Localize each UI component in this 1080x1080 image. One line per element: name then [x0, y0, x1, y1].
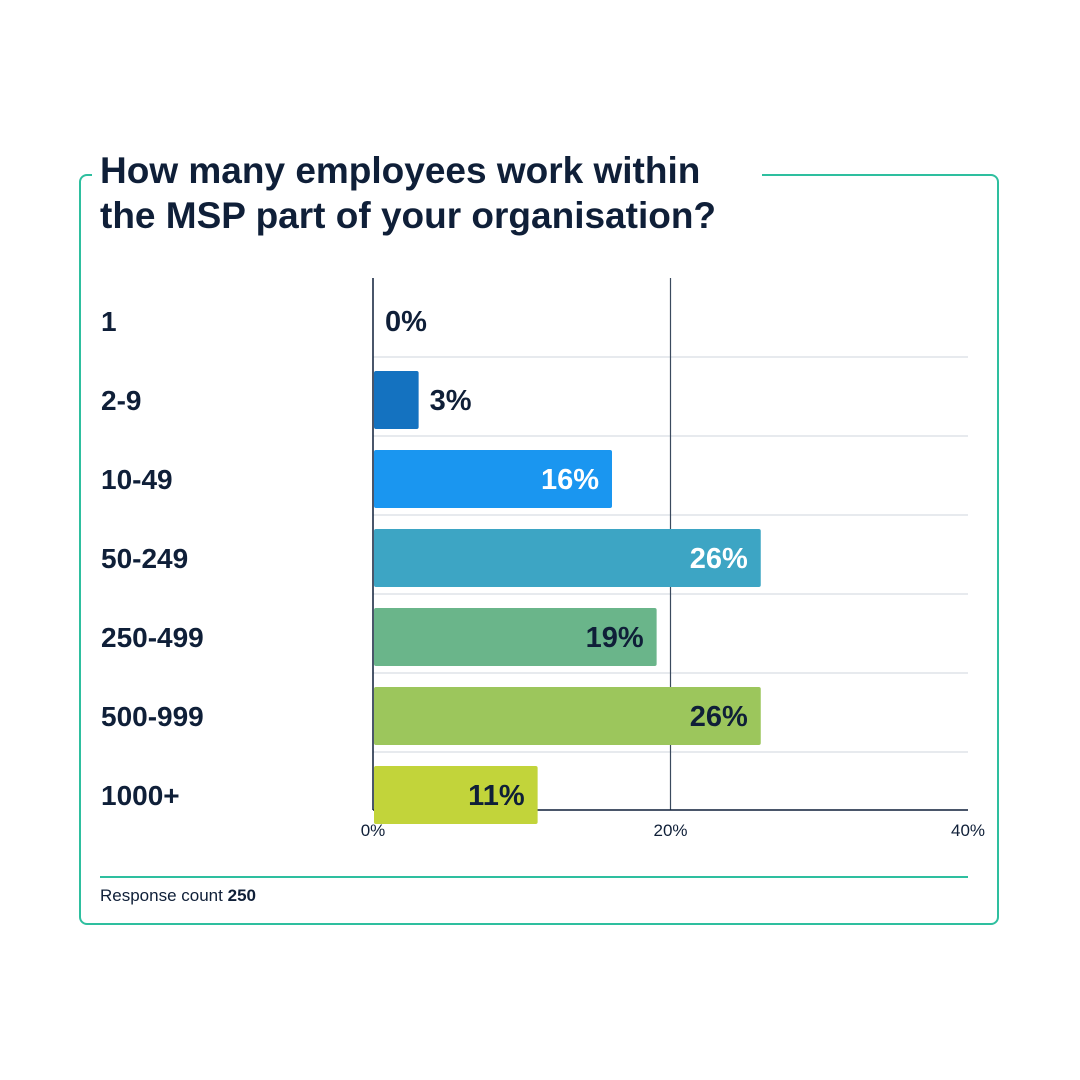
response-count-value: 250 — [227, 886, 256, 905]
bar — [374, 529, 761, 587]
bar — [374, 450, 612, 508]
x-tick-label: 40% — [951, 821, 985, 840]
category-label: 1000+ — [101, 780, 180, 811]
value-label: 16% — [541, 464, 599, 496]
value-label: 26% — [690, 543, 748, 575]
value-label: 3% — [430, 385, 472, 417]
response-count: Response count 250 — [100, 886, 256, 906]
response-count-label: Response count — [100, 886, 223, 905]
category-label: 250-499 — [101, 622, 204, 653]
chart-title: How many employees work within the MSP p… — [92, 148, 762, 238]
bar — [374, 766, 538, 824]
bar — [374, 371, 419, 429]
bar — [374, 687, 761, 745]
category-label: 2-9 — [101, 385, 141, 416]
category-label: 50-249 — [101, 543, 188, 574]
value-label: 11% — [468, 780, 525, 812]
x-tick-label: 0% — [361, 821, 386, 840]
bar — [374, 608, 657, 666]
category-label: 500-999 — [101, 701, 204, 732]
category-label: 1 — [101, 306, 117, 337]
value-label: 0% — [385, 306, 427, 338]
value-label: 19% — [586, 622, 644, 654]
category-label: 10-49 — [101, 464, 173, 495]
x-tick-label: 20% — [653, 821, 687, 840]
value-label: 26% — [690, 701, 748, 733]
